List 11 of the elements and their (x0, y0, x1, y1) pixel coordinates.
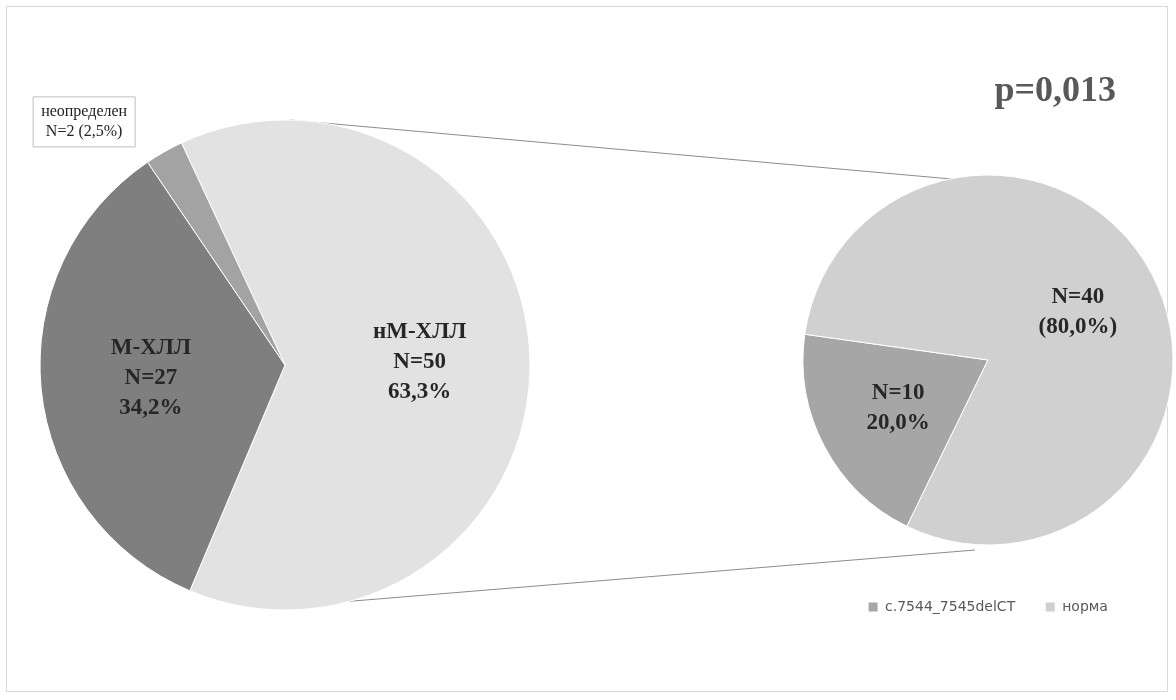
data-label: N=50 63,3% (388, 348, 452, 404)
slice-label: неопределен (41, 102, 128, 121)
legend-label: норма (1062, 597, 1108, 614)
slice-label: нМ-ХЛЛ (372, 318, 467, 344)
data-label: N=10 20,0% (866, 378, 930, 434)
data-label: N=2 (2,5%) (45, 122, 123, 141)
slice-label: М-ХЛЛ (110, 334, 192, 360)
text: p=0,013 (994, 68, 1116, 110)
legend-label: c.7544_7545delCT (885, 597, 1016, 614)
data-label: N=27 34,2% (119, 364, 183, 420)
data-label: N=40 (80,0%) (1038, 283, 1118, 339)
